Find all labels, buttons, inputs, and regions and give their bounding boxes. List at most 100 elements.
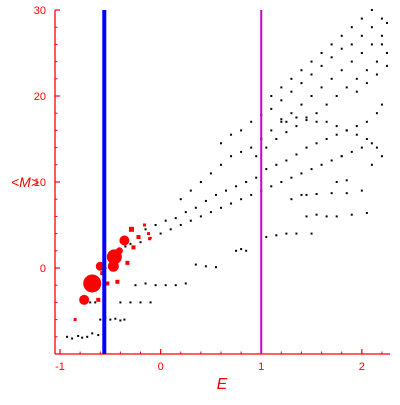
data-point xyxy=(270,107,273,110)
data-point xyxy=(169,228,172,231)
data-point xyxy=(270,185,273,188)
data-point xyxy=(219,163,222,166)
data-point xyxy=(320,163,323,166)
data-point xyxy=(295,116,298,119)
data-point xyxy=(340,155,343,158)
data-point xyxy=(159,232,162,235)
data-point xyxy=(240,150,243,153)
data-point xyxy=(219,142,222,145)
data-point xyxy=(119,235,130,246)
data-point xyxy=(315,112,318,115)
data-point xyxy=(250,146,253,149)
data-point xyxy=(340,69,343,72)
data-point xyxy=(285,120,288,123)
data-point xyxy=(370,9,373,11)
data-point xyxy=(290,112,293,115)
data-point xyxy=(73,318,77,322)
data-point xyxy=(345,179,348,182)
data-point xyxy=(199,215,202,218)
data-point xyxy=(310,168,313,171)
data-point xyxy=(370,163,373,166)
data-point xyxy=(370,26,373,29)
data-point xyxy=(375,60,378,63)
data-point xyxy=(275,138,278,140)
data-point xyxy=(230,202,233,205)
data-point xyxy=(315,142,318,145)
data-point xyxy=(209,211,212,214)
data-point xyxy=(275,163,278,166)
data-point xyxy=(245,181,248,183)
data-point xyxy=(325,215,328,218)
data-point xyxy=(335,215,338,218)
data-point xyxy=(240,129,243,132)
data-point xyxy=(300,193,303,196)
data-point xyxy=(225,189,228,192)
data-point xyxy=(136,235,141,240)
data-point xyxy=(380,155,383,158)
data-point xyxy=(370,142,373,145)
data-point xyxy=(164,284,167,287)
data-point xyxy=(214,193,217,196)
data-point xyxy=(350,43,353,46)
data-point xyxy=(290,198,293,201)
data-point xyxy=(335,133,338,136)
data-point xyxy=(230,155,233,158)
x-tick-label: 0 xyxy=(158,361,164,373)
data-point xyxy=(184,211,187,214)
data-point xyxy=(330,77,333,80)
x-tick-label: 1 xyxy=(258,361,264,373)
x-axis-label: E xyxy=(217,376,228,393)
data-point xyxy=(355,77,358,80)
data-point xyxy=(330,192,333,195)
data-point xyxy=(305,119,308,122)
data-point xyxy=(174,217,177,220)
data-point xyxy=(240,248,243,251)
data-point xyxy=(345,192,348,195)
data-point xyxy=(128,226,134,232)
y-tick-label: 20 xyxy=(34,91,46,103)
data-point xyxy=(345,129,348,132)
data-point xyxy=(96,297,101,302)
data-point xyxy=(335,181,338,183)
data-point xyxy=(290,90,293,93)
data-point xyxy=(179,224,182,226)
data-point xyxy=(385,52,388,54)
data-point xyxy=(235,185,238,188)
data-point xyxy=(375,146,378,149)
data-point xyxy=(320,86,323,89)
data-point xyxy=(149,301,152,304)
data-point xyxy=(340,34,343,37)
data-point xyxy=(340,47,343,50)
y-tick-label: 30 xyxy=(34,5,46,17)
y-axis-label: <M> xyxy=(11,174,39,190)
data-point xyxy=(355,133,358,136)
data-point xyxy=(114,317,117,320)
data-point xyxy=(100,271,105,276)
data-point xyxy=(199,181,202,183)
data-point xyxy=(320,52,323,54)
data-point xyxy=(330,43,333,46)
data-point xyxy=(115,279,120,284)
data-point xyxy=(124,245,127,248)
black-series xyxy=(66,9,388,340)
data-point xyxy=(179,198,182,201)
data-point xyxy=(285,159,288,162)
red-series xyxy=(73,223,152,322)
data-point xyxy=(385,64,388,67)
data-point xyxy=(385,21,388,24)
data-point xyxy=(154,224,157,226)
data-point xyxy=(280,120,283,123)
data-point xyxy=(290,77,293,80)
data-point xyxy=(365,82,368,85)
data-point xyxy=(134,284,137,287)
data-point xyxy=(350,213,353,216)
data-point xyxy=(365,211,368,214)
data-point xyxy=(91,332,94,335)
data-point xyxy=(380,43,383,46)
data-point xyxy=(81,336,84,339)
data-point xyxy=(204,199,207,202)
data-point xyxy=(97,334,100,337)
